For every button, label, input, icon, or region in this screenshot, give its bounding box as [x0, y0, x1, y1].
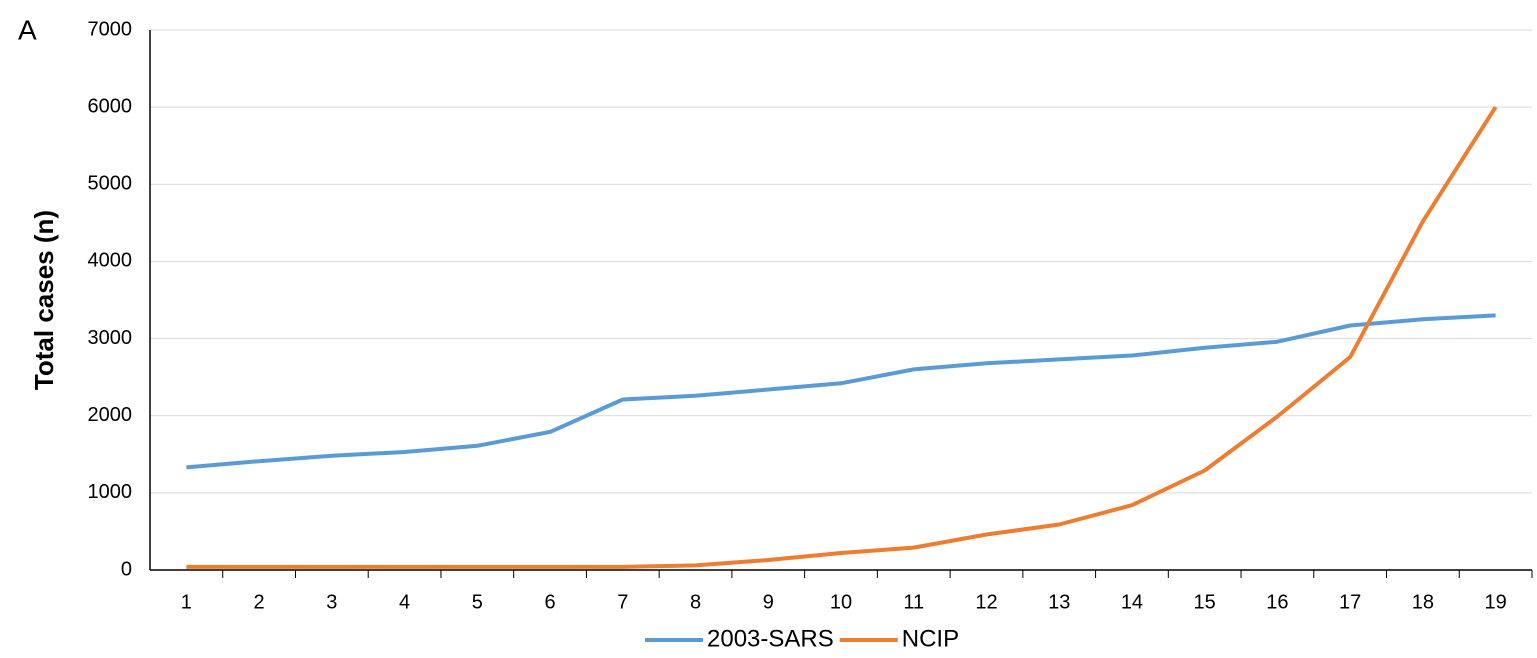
y-tick-label: 0: [121, 558, 132, 580]
y-tick-label: 1000: [88, 481, 133, 503]
y-tick-label: 2000: [88, 404, 133, 426]
x-tick-label: 19: [1485, 591, 1507, 613]
panel-label: A: [18, 14, 37, 45]
x-tick-label: 2: [254, 591, 265, 613]
y-tick-label: 6000: [88, 95, 133, 117]
x-tick-label: 17: [1339, 591, 1361, 613]
y-axis-label: Total cases (n): [29, 210, 59, 390]
x-tick-label: 1: [181, 591, 192, 613]
x-tick-label: 6: [544, 591, 555, 613]
x-tick-label: 10: [830, 591, 852, 613]
x-tick-label: 3: [326, 591, 337, 613]
legend-label: 2003-SARS: [707, 625, 834, 652]
x-tick-label: 7: [617, 591, 628, 613]
x-tick-label: 13: [1048, 591, 1070, 613]
y-tick-label: 7000: [88, 18, 133, 40]
x-tick-label: 8: [690, 591, 701, 613]
x-tick-label: 4: [399, 591, 410, 613]
series-line: [186, 106, 1498, 569]
series-line: [186, 313, 1496, 470]
x-tick-label: 5: [472, 591, 483, 613]
x-tick-label: 9: [763, 591, 774, 613]
y-tick-label: 3000: [88, 327, 133, 349]
y-tick-label: 4000: [88, 250, 133, 272]
x-tick-label: 16: [1266, 591, 1288, 613]
x-tick-label: 14: [1121, 591, 1143, 613]
x-tick-label: 18: [1412, 591, 1434, 613]
x-tick-label: 11: [903, 591, 924, 613]
legend-label: NCIP: [902, 625, 959, 652]
x-tick-label: 15: [1194, 591, 1216, 613]
y-tick-label: 5000: [88, 173, 133, 195]
x-tick-label: 12: [975, 591, 997, 613]
